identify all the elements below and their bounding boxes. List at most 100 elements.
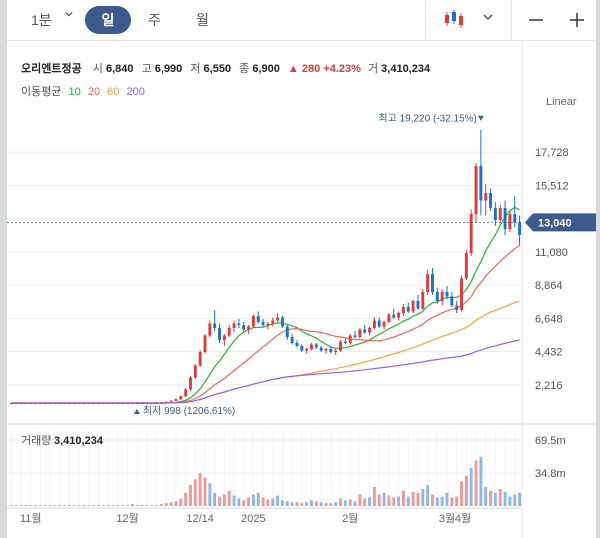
candle-body bbox=[140, 403, 144, 404]
candle-body bbox=[155, 403, 159, 404]
candle-body bbox=[368, 328, 372, 333]
candle-body bbox=[421, 292, 425, 309]
chevron-down-icon[interactable] bbox=[65, 10, 73, 18]
volume-bar bbox=[411, 491, 415, 506]
candle-body bbox=[310, 344, 313, 349]
volume-bar bbox=[348, 499, 352, 506]
candle-body bbox=[363, 329, 367, 333]
tab-month[interactable]: 월 bbox=[196, 12, 209, 28]
volume-bar bbox=[237, 498, 241, 506]
candle-body bbox=[295, 343, 299, 346]
candle-body bbox=[251, 316, 255, 327]
candle-body bbox=[392, 314, 396, 318]
candle-body bbox=[256, 316, 260, 322]
tab-day[interactable]: 일 bbox=[85, 6, 131, 34]
volume-bar bbox=[377, 494, 381, 506]
ma-60-line bbox=[11, 300, 520, 404]
candle-body bbox=[261, 322, 265, 325]
candle-body bbox=[329, 349, 333, 352]
volume-bar bbox=[135, 505, 139, 507]
volume-bar bbox=[445, 492, 449, 506]
volume-bar bbox=[208, 483, 212, 506]
candle-body bbox=[343, 341, 347, 343]
volume-bar bbox=[450, 497, 454, 506]
min-arrow-icon bbox=[133, 409, 140, 414]
tab-week[interactable]: 주 bbox=[148, 12, 161, 28]
close-value: 6,900 bbox=[252, 63, 280, 75]
candle-body bbox=[222, 335, 226, 340]
volume-bar bbox=[39, 505, 42, 507]
candle-body bbox=[19, 403, 23, 404]
chart-window: 1분 일 주 월 오리엔트정공 시 6,840 고 6,990 저 6,550 … bbox=[7, 0, 596, 538]
volume-bar bbox=[164, 503, 168, 506]
candle-body bbox=[198, 352, 202, 366]
volume-bar bbox=[68, 505, 71, 507]
volume-bar bbox=[232, 495, 236, 506]
candle-body bbox=[77, 403, 81, 404]
candle-body bbox=[397, 313, 401, 318]
volume-bar bbox=[498, 488, 502, 506]
price-tick-label: 11,080 bbox=[535, 247, 568, 259]
volume-tick-label: 69.5m bbox=[535, 435, 566, 447]
volume-bar bbox=[319, 502, 323, 506]
volume-bar bbox=[440, 496, 444, 506]
price-chart[interactable]: 17,72815,51213,29611,0808,8646,6484,4322… bbox=[7, 0, 596, 538]
volume-bar bbox=[222, 494, 226, 506]
volume-bar bbox=[489, 490, 492, 506]
volume-bar bbox=[126, 505, 130, 507]
change-percent: +4.23% bbox=[323, 63, 361, 75]
x-tick-label: 2월 bbox=[342, 512, 358, 525]
candle-body bbox=[39, 403, 42, 404]
volume-bar bbox=[48, 505, 52, 507]
candle-body bbox=[401, 307, 405, 313]
price-tick-label: 8,864 bbox=[535, 280, 563, 292]
plus-icon[interactable] bbox=[567, 10, 587, 30]
period-minute-select[interactable]: 1분 bbox=[31, 12, 52, 28]
candle-body bbox=[358, 329, 362, 337]
minimize-icon[interactable] bbox=[526, 10, 546, 30]
volume-bar bbox=[227, 490, 231, 506]
price-tick-label: 4,432 bbox=[535, 347, 563, 359]
high-label: 고 bbox=[141, 63, 152, 75]
volume-bar bbox=[140, 505, 144, 507]
volume-bar bbox=[145, 505, 149, 507]
min-price-annotation: 최저 998 (1206.61%) bbox=[143, 405, 235, 417]
candle-body bbox=[339, 341, 342, 351]
candle-body bbox=[126, 403, 130, 404]
candle-body bbox=[189, 377, 192, 390]
volume-total: 3,410,234 bbox=[54, 435, 104, 447]
volume-bar bbox=[19, 505, 23, 507]
candlestick-type-icon[interactable] bbox=[443, 8, 469, 30]
change-value: ▲ 280 bbox=[287, 63, 321, 75]
price-tick-label: 6,648 bbox=[535, 313, 563, 325]
volume-bar bbox=[193, 479, 197, 506]
candle-body bbox=[232, 323, 236, 328]
toolbar-divider bbox=[511, 0, 512, 40]
volume-bar bbox=[198, 472, 202, 506]
volume-bar bbox=[314, 501, 318, 506]
volume-bar bbox=[401, 490, 405, 506]
chevron-down-icon[interactable] bbox=[483, 12, 493, 22]
candle-body bbox=[455, 305, 459, 310]
volume-bar bbox=[155, 505, 159, 507]
scale-mode-button[interactable]: Linear bbox=[546, 96, 577, 108]
candle-body bbox=[164, 401, 168, 403]
volume-bar bbox=[343, 500, 347, 506]
ma-10-label: 10 bbox=[68, 86, 81, 98]
x-tick-label: 12월 bbox=[116, 512, 138, 525]
candle-body bbox=[159, 402, 163, 404]
candle-body bbox=[242, 325, 246, 330]
volume-bar bbox=[159, 504, 163, 506]
volume-bar bbox=[97, 505, 100, 507]
volume-bar bbox=[63, 505, 67, 507]
volume-bar bbox=[213, 492, 217, 506]
volume-bar bbox=[372, 487, 376, 506]
candle-body bbox=[218, 328, 221, 340]
volume-bar bbox=[106, 505, 110, 507]
current-price-tag bbox=[525, 213, 596, 232]
volume-bar bbox=[218, 496, 221, 506]
candle-body bbox=[179, 396, 183, 400]
candle-body bbox=[29, 403, 33, 404]
candle-body bbox=[116, 403, 120, 404]
candle-body bbox=[227, 328, 231, 336]
